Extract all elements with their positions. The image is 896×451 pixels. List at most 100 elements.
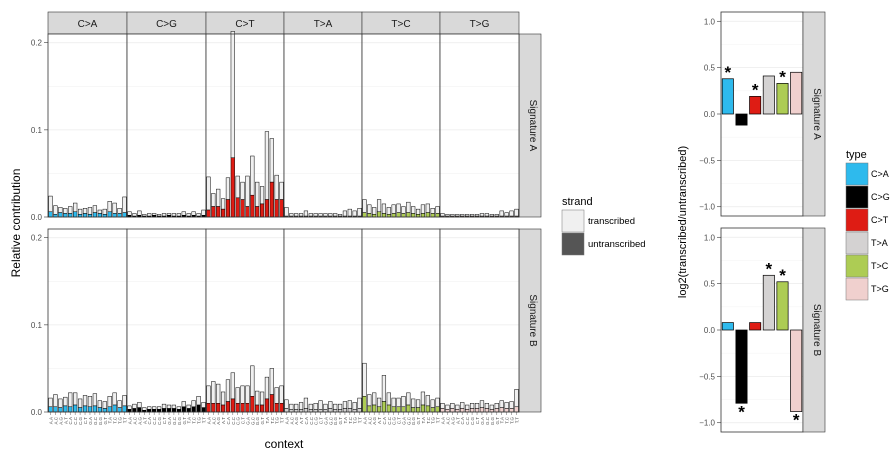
bar-transcribed [313,213,318,217]
bar-untranscribed [68,213,73,218]
y-tick-label: 0.0 [31,408,43,417]
x-tick-label: T.A [343,417,348,424]
bar-untranscribed [58,407,63,413]
bar-untranscribed [201,407,206,413]
bar-transcribed [352,402,357,410]
bar-transcribed [406,201,411,213]
bar-transcribed [166,213,172,216]
bar-untranscribed [250,194,255,218]
bar-transcribed [367,394,372,407]
ratio-bar [762,75,775,115]
bar-transcribed [289,213,294,217]
x-tick-label: G.T [338,417,343,425]
bar-transcribed [406,392,411,406]
x-tick-label: A.G [58,417,63,425]
x-tick-label: A.T [221,417,226,424]
bar-transcribed [376,397,382,408]
y-tick-label: 0.1 [31,126,43,135]
bar-untranscribed [107,211,112,218]
bar-transcribed [220,391,226,406]
x-tick-label: C.T [319,417,324,425]
bar-untranscribed [401,213,406,218]
legend-label: transcribed [588,216,635,227]
ratio-bar [749,96,762,115]
bar-transcribed [196,213,201,217]
x-tick-label: T.G [118,417,123,425]
bar-transcribed [82,395,88,407]
y-tick-label: 0.1 [31,321,43,330]
bar-untranscribed [264,398,270,413]
bar-untranscribed [269,394,274,413]
bar-untranscribed [396,406,401,413]
bar-transcribed [161,403,167,409]
bar-untranscribed [181,406,186,413]
bar-transcribed [347,208,352,217]
x-tick-label: T.A [265,417,270,424]
ratio-bar [721,78,734,115]
bar-untranscribed [211,206,216,218]
bar-untranscribed [48,406,53,413]
bar-transcribed [211,193,216,207]
x-tick-label: T.G [510,417,515,425]
bar-untranscribed [425,212,430,218]
panel-border [439,228,520,413]
bar-untranscribed [376,211,382,218]
x-tick-label: C.C [231,416,236,425]
facet-column-label: T>C [391,19,410,30]
bar-untranscribed [279,199,284,218]
facet-column-label: C>G [156,19,177,30]
bar-transcribed [308,213,313,217]
bar-transcribed [372,392,377,406]
bar-transcribed [333,213,338,217]
x-tick-label: T.T [436,417,441,424]
bar-untranscribed [279,403,284,413]
legend-label: C>A [871,169,889,179]
y-tick-label: −1.0 [699,203,715,212]
bar-transcribed [216,383,221,404]
bar-untranscribed [357,408,362,413]
bar-transcribed [420,204,426,214]
x-tick-label: T.G [197,417,202,425]
panel-bg [440,34,519,217]
legend-key [845,231,869,255]
bar-transcribed [211,381,216,404]
x-tick-label: A.A [206,417,211,424]
bar-transcribed [132,403,137,409]
bar-untranscribed [112,213,117,218]
bar-transcribed [514,389,519,408]
x-tick-label: G.T [260,417,265,425]
bar-transcribed [308,403,313,410]
bar-transcribed [420,391,426,406]
panel-bg [48,34,127,217]
bar-transcribed [445,404,450,410]
x-tick-label: C.C [309,416,314,425]
bar-transcribed [63,396,68,407]
bar-transcribed [196,396,201,406]
bar-untranscribed [48,211,53,218]
ratio-bar [790,71,803,115]
x-tick-label: A.C [211,416,216,424]
x-tick-label: T.C [192,416,197,424]
bar-transcribed [323,403,328,410]
x-tick-label: C.A [460,417,465,425]
legend-key [845,185,869,209]
bar-untranscribed [122,212,127,218]
bar-untranscribed [362,396,367,413]
x-tick-label: G.A [245,417,250,425]
bar-transcribed [201,209,206,216]
legend-label: untranscribed [588,239,646,250]
significance-marker: * [752,80,759,99]
bar-untranscribed [328,408,333,413]
x-tick-label: C.C [152,416,157,425]
x-tick-label: T.A [108,417,113,424]
bar-transcribed [381,375,387,402]
y-tick-label: 0.0 [31,213,43,222]
y-tick-label: 0.0 [704,326,716,335]
x-tick-label: A.T [142,417,147,424]
ratio-row-label: Signature B [811,304,822,357]
y-tick-label: 1.0 [704,17,716,26]
bar-transcribed [87,396,93,408]
bar-transcribed [342,401,348,409]
legend-key [845,208,869,232]
bar-untranscribed [82,405,88,413]
